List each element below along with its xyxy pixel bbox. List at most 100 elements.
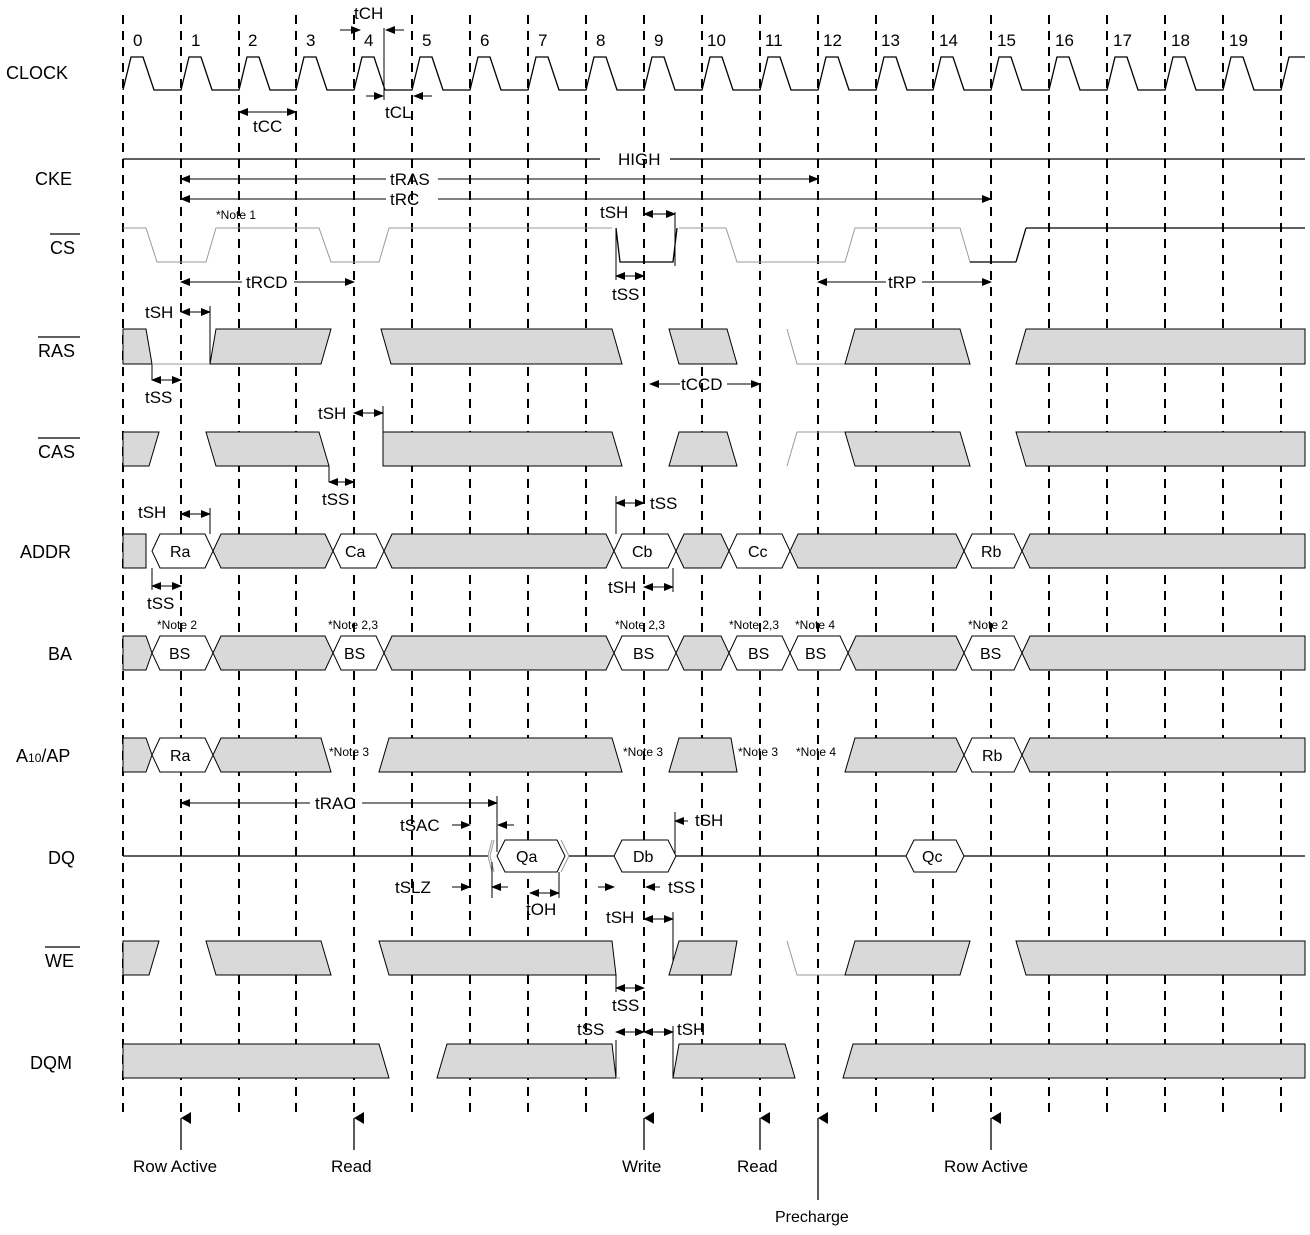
cas-bus	[1015, 431, 1306, 467]
timing-label-tsh: tSH	[318, 404, 346, 423]
cs-waveform	[679, 227, 1027, 263]
clock-number: 10	[707, 31, 726, 50]
a10-bus	[844, 737, 965, 773]
cas-bus	[205, 431, 330, 467]
signal-label-addr: ADDR	[20, 542, 71, 562]
we-bus	[378, 940, 617, 976]
a10-bus	[122, 737, 153, 773]
cas-bus	[668, 431, 738, 467]
addr-bus	[789, 533, 965, 569]
clock-number: 9	[654, 31, 663, 50]
addr-cc-text: Cc	[748, 544, 768, 561]
ba-bs-text: BS	[805, 646, 826, 663]
timing-label-tss: tSS	[650, 494, 677, 513]
ba-bs-text: BS	[169, 646, 190, 663]
timing-label-tss: tSS	[147, 594, 174, 613]
clock-number: 14	[939, 31, 958, 50]
signal-label-cs: CS	[50, 238, 75, 258]
signal-label-dq: DQ	[48, 848, 75, 868]
timing-label-trp: tRP	[888, 273, 916, 292]
clock-number: 1	[191, 31, 200, 50]
note-3: *Note 3	[329, 745, 369, 759]
timing-label-tsh: tSH	[138, 503, 166, 522]
dq-qc-text: Qc	[922, 849, 942, 866]
clock-number: 8	[596, 31, 605, 50]
note-3: *Note 3	[623, 745, 663, 759]
timing-label-tss: tSS	[612, 996, 639, 1015]
dq-qa-edge	[489, 839, 495, 873]
signal-label-ba: BA	[48, 644, 72, 664]
clock-number: 13	[881, 31, 900, 50]
dq-qa-text: Qa	[516, 849, 537, 866]
clock-number: 16	[1055, 31, 1074, 50]
signal-label-cke: CKE	[35, 169, 72, 189]
we-bus	[122, 940, 160, 976]
clock-number: 5	[422, 31, 431, 50]
clock-number: 12	[823, 31, 842, 50]
ba-bus	[847, 635, 965, 671]
clock-number: 6	[480, 31, 489, 50]
clock-number: 0	[133, 31, 142, 50]
addr-bus	[122, 533, 147, 569]
signal-label-a10-ap: A10/AP	[16, 746, 70, 766]
timing-label-tras: tRAS	[390, 170, 430, 189]
a10-bus	[1021, 737, 1306, 773]
addr-bus	[212, 533, 334, 569]
timing-label-tsh: tSH	[145, 303, 173, 322]
signal-label-cas: CAS	[38, 442, 75, 462]
ba-bus	[1021, 635, 1306, 671]
command-read-1: Read	[331, 1157, 372, 1176]
clock-number: 7	[538, 31, 547, 50]
command-precharge: Precharge	[775, 1209, 849, 1226]
addr-ca-text: Ca	[345, 544, 366, 561]
a10-bus	[212, 737, 332, 773]
clock-number: 19	[1229, 31, 1248, 50]
ba-bus	[212, 635, 334, 671]
we-bus	[668, 940, 738, 976]
dqm-bus	[122, 1043, 390, 1079]
note-3: *Note 3	[738, 745, 778, 759]
signal-label-we: WE	[45, 951, 74, 971]
ba-bus	[122, 635, 153, 671]
timing-label-tcl: tCL	[385, 103, 411, 122]
cs-edge	[1015, 227, 1027, 263]
dq-value-qa	[496, 839, 566, 873]
timing-label-tsac: tSAC	[400, 816, 440, 835]
clock-numbers: 0 1 2 3 4 5 6 7 8 9 10 11 12 13 14 15 16…	[133, 31, 1248, 50]
note-2: *Note 2	[157, 618, 197, 632]
signal-label-dqm: DQM	[30, 1053, 72, 1073]
addr-bus	[675, 533, 730, 569]
timing-label-tccd: tCCD	[681, 375, 723, 394]
a10-bus	[378, 737, 623, 773]
we-faint	[786, 940, 845, 976]
command-row-active-1: Row Active	[133, 1157, 217, 1176]
signal-label-clock: CLOCK	[6, 63, 68, 83]
command-row-active-2: Row Active	[944, 1157, 1028, 1176]
ba-bus	[383, 635, 615, 671]
we-bus	[205, 940, 332, 976]
ras-bus	[668, 328, 738, 365]
addr-rb-text: Rb	[981, 544, 1002, 561]
clock-waveform	[122, 56, 1305, 91]
timing-label-tsh: tSH	[608, 578, 636, 597]
addr-bus	[1021, 533, 1306, 569]
timing-label-tsh: tSH	[677, 1020, 705, 1039]
ras-bus	[209, 328, 332, 365]
timing-label-tss: tSS	[612, 285, 639, 304]
cas-bus	[382, 431, 623, 467]
timing-label-tslz: tSLZ	[395, 878, 431, 897]
dq-qa-edge	[487, 839, 493, 873]
clock-number: 18	[1171, 31, 1190, 50]
dqm-bus	[842, 1043, 1306, 1079]
timing-label-toh: tOH	[526, 900, 556, 919]
timing-label-tsh: tSH	[695, 811, 723, 830]
a10-rb-text: Rb	[982, 748, 1003, 765]
we-bus	[844, 940, 971, 976]
cs-low-pulse	[615, 227, 678, 263]
timing-label-tch: tCH	[354, 4, 383, 23]
ba-bs-text: BS	[633, 646, 654, 663]
cas-bus	[844, 431, 971, 467]
timing-label-trcd: tRCD	[246, 273, 288, 292]
command-write: Write	[622, 1157, 661, 1176]
clock-number: 11	[765, 31, 783, 50]
